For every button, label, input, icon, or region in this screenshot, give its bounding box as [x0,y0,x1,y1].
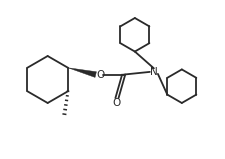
Text: O: O [113,98,121,108]
Text: O: O [96,70,104,80]
Polygon shape [68,68,97,77]
Text: N: N [150,67,158,77]
